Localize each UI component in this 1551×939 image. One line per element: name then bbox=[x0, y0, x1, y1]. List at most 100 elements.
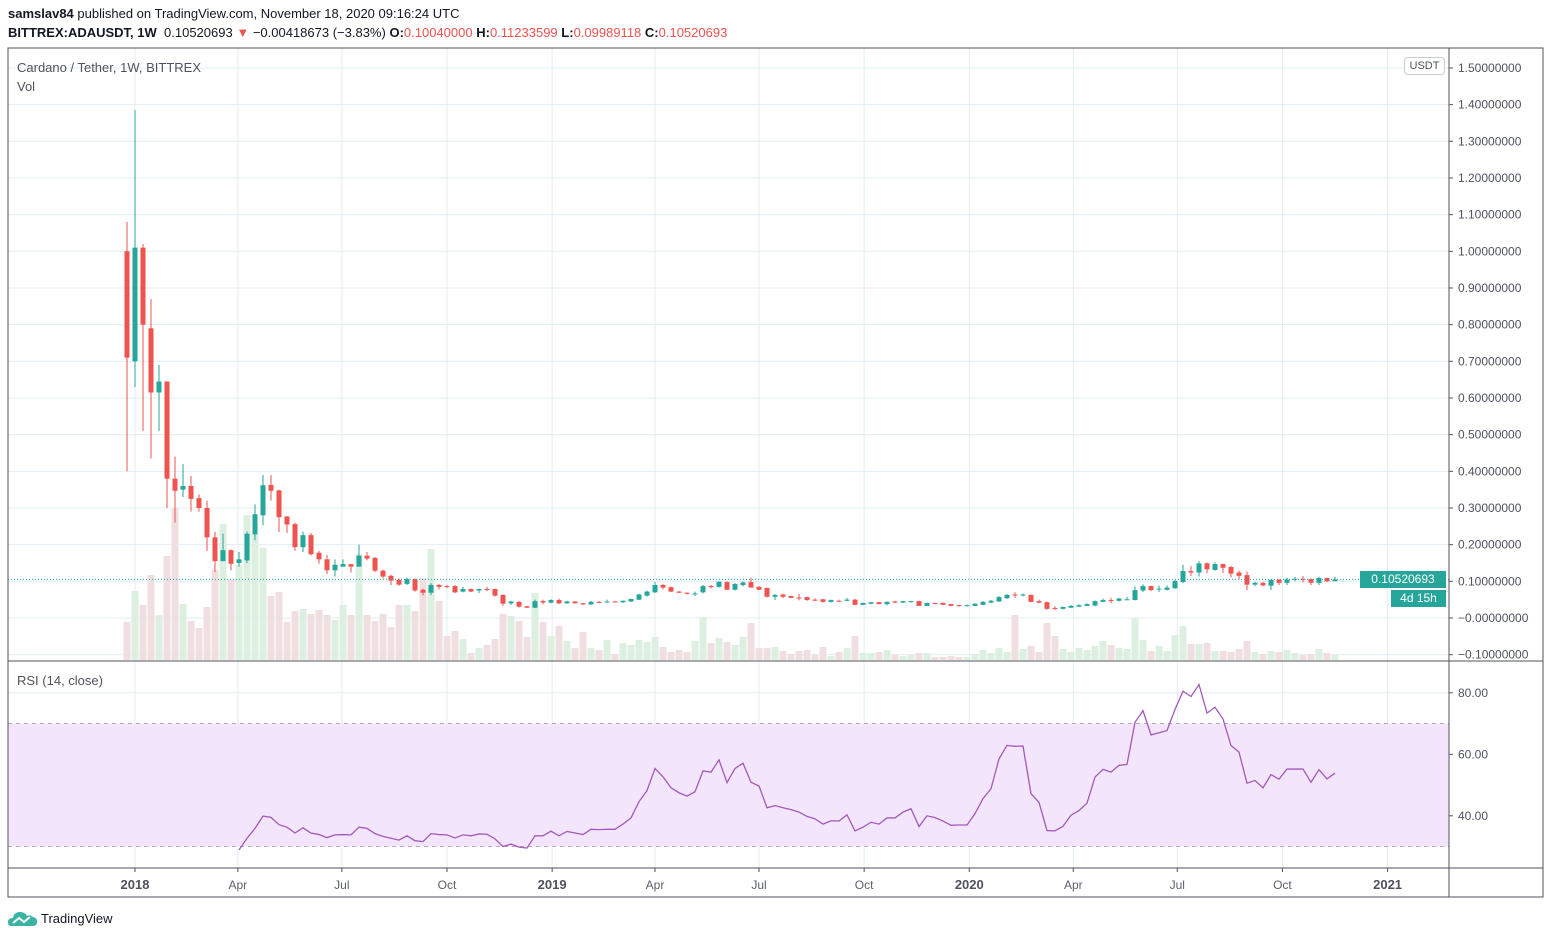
candle-body bbox=[316, 552, 322, 560]
candle bbox=[164, 381, 170, 508]
volume-bar bbox=[187, 621, 195, 660]
time-tick-label: 2020 bbox=[955, 877, 984, 892]
candle bbox=[828, 599, 834, 603]
candle-body bbox=[636, 594, 642, 600]
volume-bar bbox=[539, 622, 547, 660]
candle bbox=[1316, 576, 1322, 585]
candle-body bbox=[604, 601, 610, 603]
candle-body bbox=[740, 582, 746, 585]
volume-bar bbox=[875, 652, 883, 660]
tradingview-brand[interactable]: TradingView bbox=[8, 908, 113, 928]
candle bbox=[1084, 603, 1090, 607]
volume-bar bbox=[235, 565, 243, 660]
chart-frame bbox=[7, 47, 1544, 898]
volume-bar bbox=[979, 650, 987, 660]
volume-bar bbox=[715, 638, 723, 660]
candle bbox=[996, 595, 1002, 602]
volume-bar bbox=[931, 657, 939, 660]
volume-bar bbox=[459, 639, 467, 660]
candle-body bbox=[204, 507, 210, 538]
candle-body bbox=[1164, 587, 1170, 590]
price-tick-label: 0.70000000 bbox=[1458, 354, 1522, 368]
volume-bar bbox=[795, 651, 803, 660]
rsi-line bbox=[238, 682, 1336, 851]
volume-bar bbox=[939, 657, 947, 660]
candle-body bbox=[1276, 579, 1282, 583]
candle bbox=[1004, 594, 1010, 599]
candle bbox=[1108, 597, 1114, 604]
author-name[interactable]: samslav84 bbox=[8, 6, 74, 21]
candle-body bbox=[588, 601, 594, 605]
volume-bar bbox=[531, 593, 539, 660]
rsi-axis[interactable]: 80.00 60.00 40.00 bbox=[1449, 686, 1488, 823]
candle bbox=[332, 559, 338, 577]
time-tick-label: Apr bbox=[646, 878, 665, 892]
volume-bar bbox=[443, 636, 451, 660]
candle-body bbox=[484, 589, 490, 591]
candle-body bbox=[492, 589, 498, 596]
candle bbox=[972, 603, 978, 607]
volume-bar bbox=[1003, 652, 1011, 660]
volume-bar bbox=[259, 548, 267, 660]
volume-bar bbox=[323, 615, 331, 660]
price-axis[interactable]: 1.50000000 1.40000000 1.30000000 1.20000000… bbox=[1449, 61, 1529, 662]
volume-bar bbox=[947, 656, 955, 660]
candle bbox=[292, 522, 298, 551]
volume-bar bbox=[619, 643, 627, 660]
volume-bar bbox=[387, 627, 395, 660]
price-tick-label: 1.40000000 bbox=[1458, 98, 1522, 112]
candle-body bbox=[404, 579, 410, 584]
candle bbox=[852, 598, 858, 606]
candle bbox=[676, 590, 682, 594]
candle bbox=[1076, 604, 1082, 607]
volume-bar bbox=[1171, 635, 1179, 660]
candle-body bbox=[436, 584, 442, 587]
candle-body bbox=[1068, 605, 1074, 608]
candle bbox=[580, 602, 586, 606]
volume-bar bbox=[195, 628, 203, 660]
price-tick-label: 1.00000000 bbox=[1458, 244, 1522, 258]
candle bbox=[876, 601, 882, 605]
last-price-label: 0.10520693 bbox=[1360, 571, 1446, 588]
candle-body bbox=[148, 328, 154, 393]
candle-body bbox=[876, 602, 882, 605]
candle bbox=[1308, 578, 1314, 585]
volume-bar bbox=[339, 605, 347, 660]
candle-body bbox=[1004, 594, 1010, 599]
candle bbox=[324, 554, 330, 574]
volume-bar bbox=[763, 648, 771, 660]
close-value: 0.10520693 bbox=[658, 25, 728, 40]
candle-body bbox=[372, 557, 378, 571]
price-tick-label: 1.50000000 bbox=[1458, 61, 1522, 75]
candle-body bbox=[908, 601, 914, 603]
candle-body bbox=[1308, 579, 1314, 583]
volume-bar bbox=[307, 614, 315, 660]
candle bbox=[692, 591, 698, 596]
candle bbox=[404, 577, 410, 585]
volume-bar bbox=[755, 648, 763, 660]
candle-body bbox=[420, 589, 426, 593]
candle bbox=[316, 550, 322, 564]
volume-bar bbox=[1195, 644, 1203, 660]
candle bbox=[1044, 601, 1050, 610]
candle-body bbox=[244, 533, 250, 561]
currency-badge[interactable]: USDT bbox=[1404, 57, 1445, 75]
candle-body bbox=[1260, 582, 1266, 586]
candle-body bbox=[1204, 563, 1210, 570]
volume-bar bbox=[739, 637, 747, 660]
candle bbox=[228, 549, 234, 571]
candle bbox=[844, 597, 850, 602]
candle bbox=[1140, 584, 1146, 592]
candle bbox=[820, 598, 826, 603]
candle bbox=[980, 601, 986, 606]
candle-body bbox=[1012, 594, 1018, 596]
candle bbox=[348, 564, 354, 573]
candle bbox=[148, 298, 154, 459]
volume-bar bbox=[227, 580, 235, 660]
last-price: 0.10520693 bbox=[164, 25, 233, 40]
volume-bar bbox=[1083, 650, 1091, 660]
time-axis[interactable]: 2018 Apr Jul Oct 2019 Apr Jul Oct 2020 Apr Jul Oct 2… bbox=[121, 868, 1402, 892]
candle-body bbox=[556, 600, 562, 604]
candle bbox=[1284, 577, 1290, 585]
